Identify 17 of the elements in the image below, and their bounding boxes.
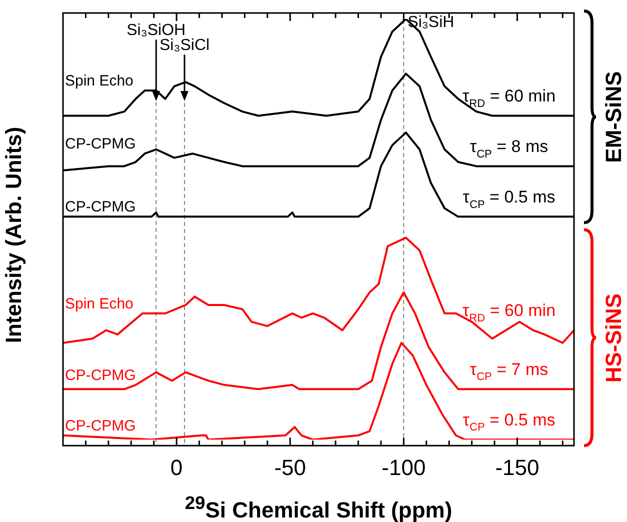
ref-line-label: Si₃SiCl (159, 37, 210, 54)
series-label: Spin Echo (65, 72, 134, 90)
x-tick-label: -150 (495, 454, 540, 480)
ref-line-label: Si₃SiOH (126, 22, 186, 39)
text: EM-SiNS (601, 70, 627, 163)
series-label: CP-CPMG (65, 417, 136, 434)
x-tick-label: -50 (274, 454, 306, 480)
series-label: Spin Echo (65, 295, 134, 312)
x-tick-label: 0 (170, 454, 183, 480)
ref-line-label: Si₃SiH (408, 14, 454, 31)
series-label: CP-CPMG (65, 366, 136, 384)
x-tick-label: -100 (382, 454, 426, 480)
series-label: CP-CPMG (65, 198, 136, 216)
text: HS-SiNS (601, 293, 627, 382)
x-axis-title: $^{29}$Si Chemical Shift (ppm) (184, 492, 454, 522)
y-axis-title: Intensity (Arb. Units) (1, 126, 27, 344)
series-label: CP-CPMG (65, 136, 136, 153)
